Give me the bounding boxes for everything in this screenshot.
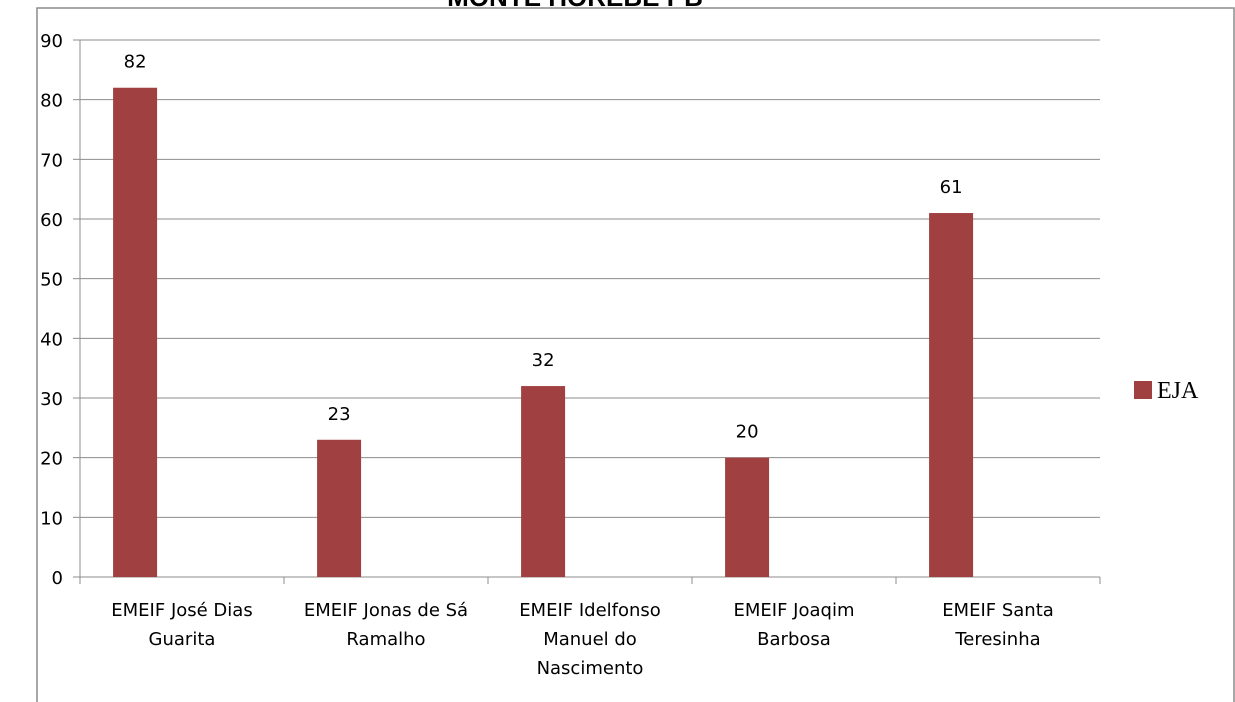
bar <box>929 213 974 578</box>
data-labels: 82 23 32 20 61 <box>124 52 963 443</box>
bar <box>521 386 566 577</box>
legend-label: EJA <box>1157 378 1199 404</box>
bar <box>317 439 362 577</box>
y-tick-label: 70 <box>40 150 63 171</box>
category-label: Ramalho <box>346 629 425 650</box>
y-tick-label: 30 <box>40 389 63 410</box>
x-axis-category-labels: EMEIF José Dias Guarita EMEIF Jonas de Sá R… <box>111 600 1054 679</box>
category-label: Barbosa <box>757 629 831 650</box>
y-tick-label: 60 <box>40 210 63 231</box>
gridlines <box>80 39 1100 518</box>
data-label: 82 <box>124 52 147 73</box>
y-tick-label: 10 <box>40 508 63 529</box>
y-tick-label: 80 <box>40 91 63 112</box>
bar <box>725 457 770 577</box>
data-label: 20 <box>736 422 759 443</box>
legend: EJA <box>1134 378 1199 404</box>
y-tick-label: 40 <box>40 329 63 350</box>
legend-swatch <box>1134 381 1152 399</box>
bars <box>113 87 974 578</box>
y-tick-label: 90 <box>40 31 63 52</box>
category-label: EMEIF Joaqim <box>734 600 855 621</box>
category-label: Guarita <box>149 629 216 650</box>
category-label: EMEIF Idelfonso <box>519 600 661 621</box>
y-tick-label: 0 <box>52 568 63 589</box>
data-label: 32 <box>532 350 555 371</box>
data-label: 61 <box>940 177 963 198</box>
category-label: EMEIF Jonas de Sá <box>304 600 468 621</box>
data-label: 23 <box>328 404 351 425</box>
chart-title: MONTE HOREBE PB <box>447 0 703 12</box>
category-label: EMEIF Santa <box>942 600 1054 621</box>
category-label: EMEIF José Dias <box>111 600 252 621</box>
category-label: Nascimento <box>537 658 644 679</box>
bar <box>113 87 158 577</box>
chart-border <box>36 7 1235 702</box>
y-tick-label: 20 <box>40 449 63 470</box>
category-label: Manuel do <box>543 629 637 650</box>
y-axis-tick-labels: 0 10 20 30 40 50 60 70 80 90 <box>40 31 63 589</box>
category-label: Teresinha <box>954 629 1040 650</box>
y-tick-label: 50 <box>40 270 63 291</box>
